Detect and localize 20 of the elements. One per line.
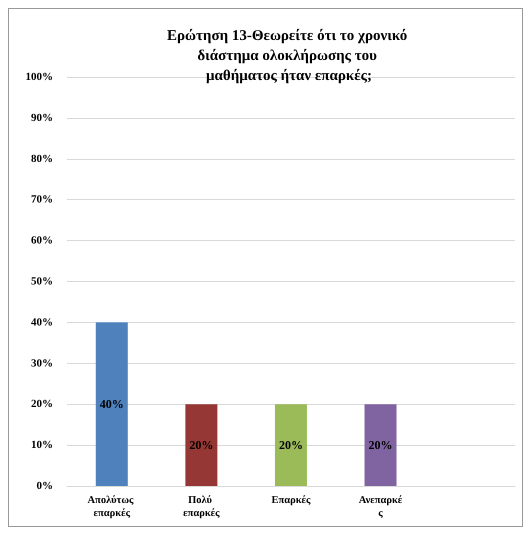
y-tick-label: 100% [26,71,53,83]
data-label: 20% [368,438,393,452]
y-tick-label: 0% [36,480,53,492]
x-tick-label: Επαρκές [271,495,312,506]
y-tick-label: 90% [31,112,53,124]
data-label: 40% [100,397,124,412]
y-tick-label: 20% [31,398,53,410]
y-tick-label: 40% [31,316,53,328]
y-tick-label: 70% [31,194,53,206]
x-tick-label: Ανεπαρκές [358,495,403,519]
y-tick-label: 60% [31,234,53,247]
chart-title: Ερώτηση 13-Θεωρείτε ότι το χρονικό διάστημα ολοκλήρωσης του μαθήματος ήταν επαρκές; [167,28,411,84]
data-label: 20% [189,438,214,452]
y-tick-label: 30% [31,357,53,370]
x-tick-label: Πολύ επαρκές [183,495,220,519]
data-label: 20% [278,438,303,452]
y-tick-label: 10% [31,439,53,452]
x-tick-label: Απολύτως επαρκές [87,495,136,519]
y-tick-label: 80% [31,152,53,165]
y-tick-label: 50% [31,276,53,288]
